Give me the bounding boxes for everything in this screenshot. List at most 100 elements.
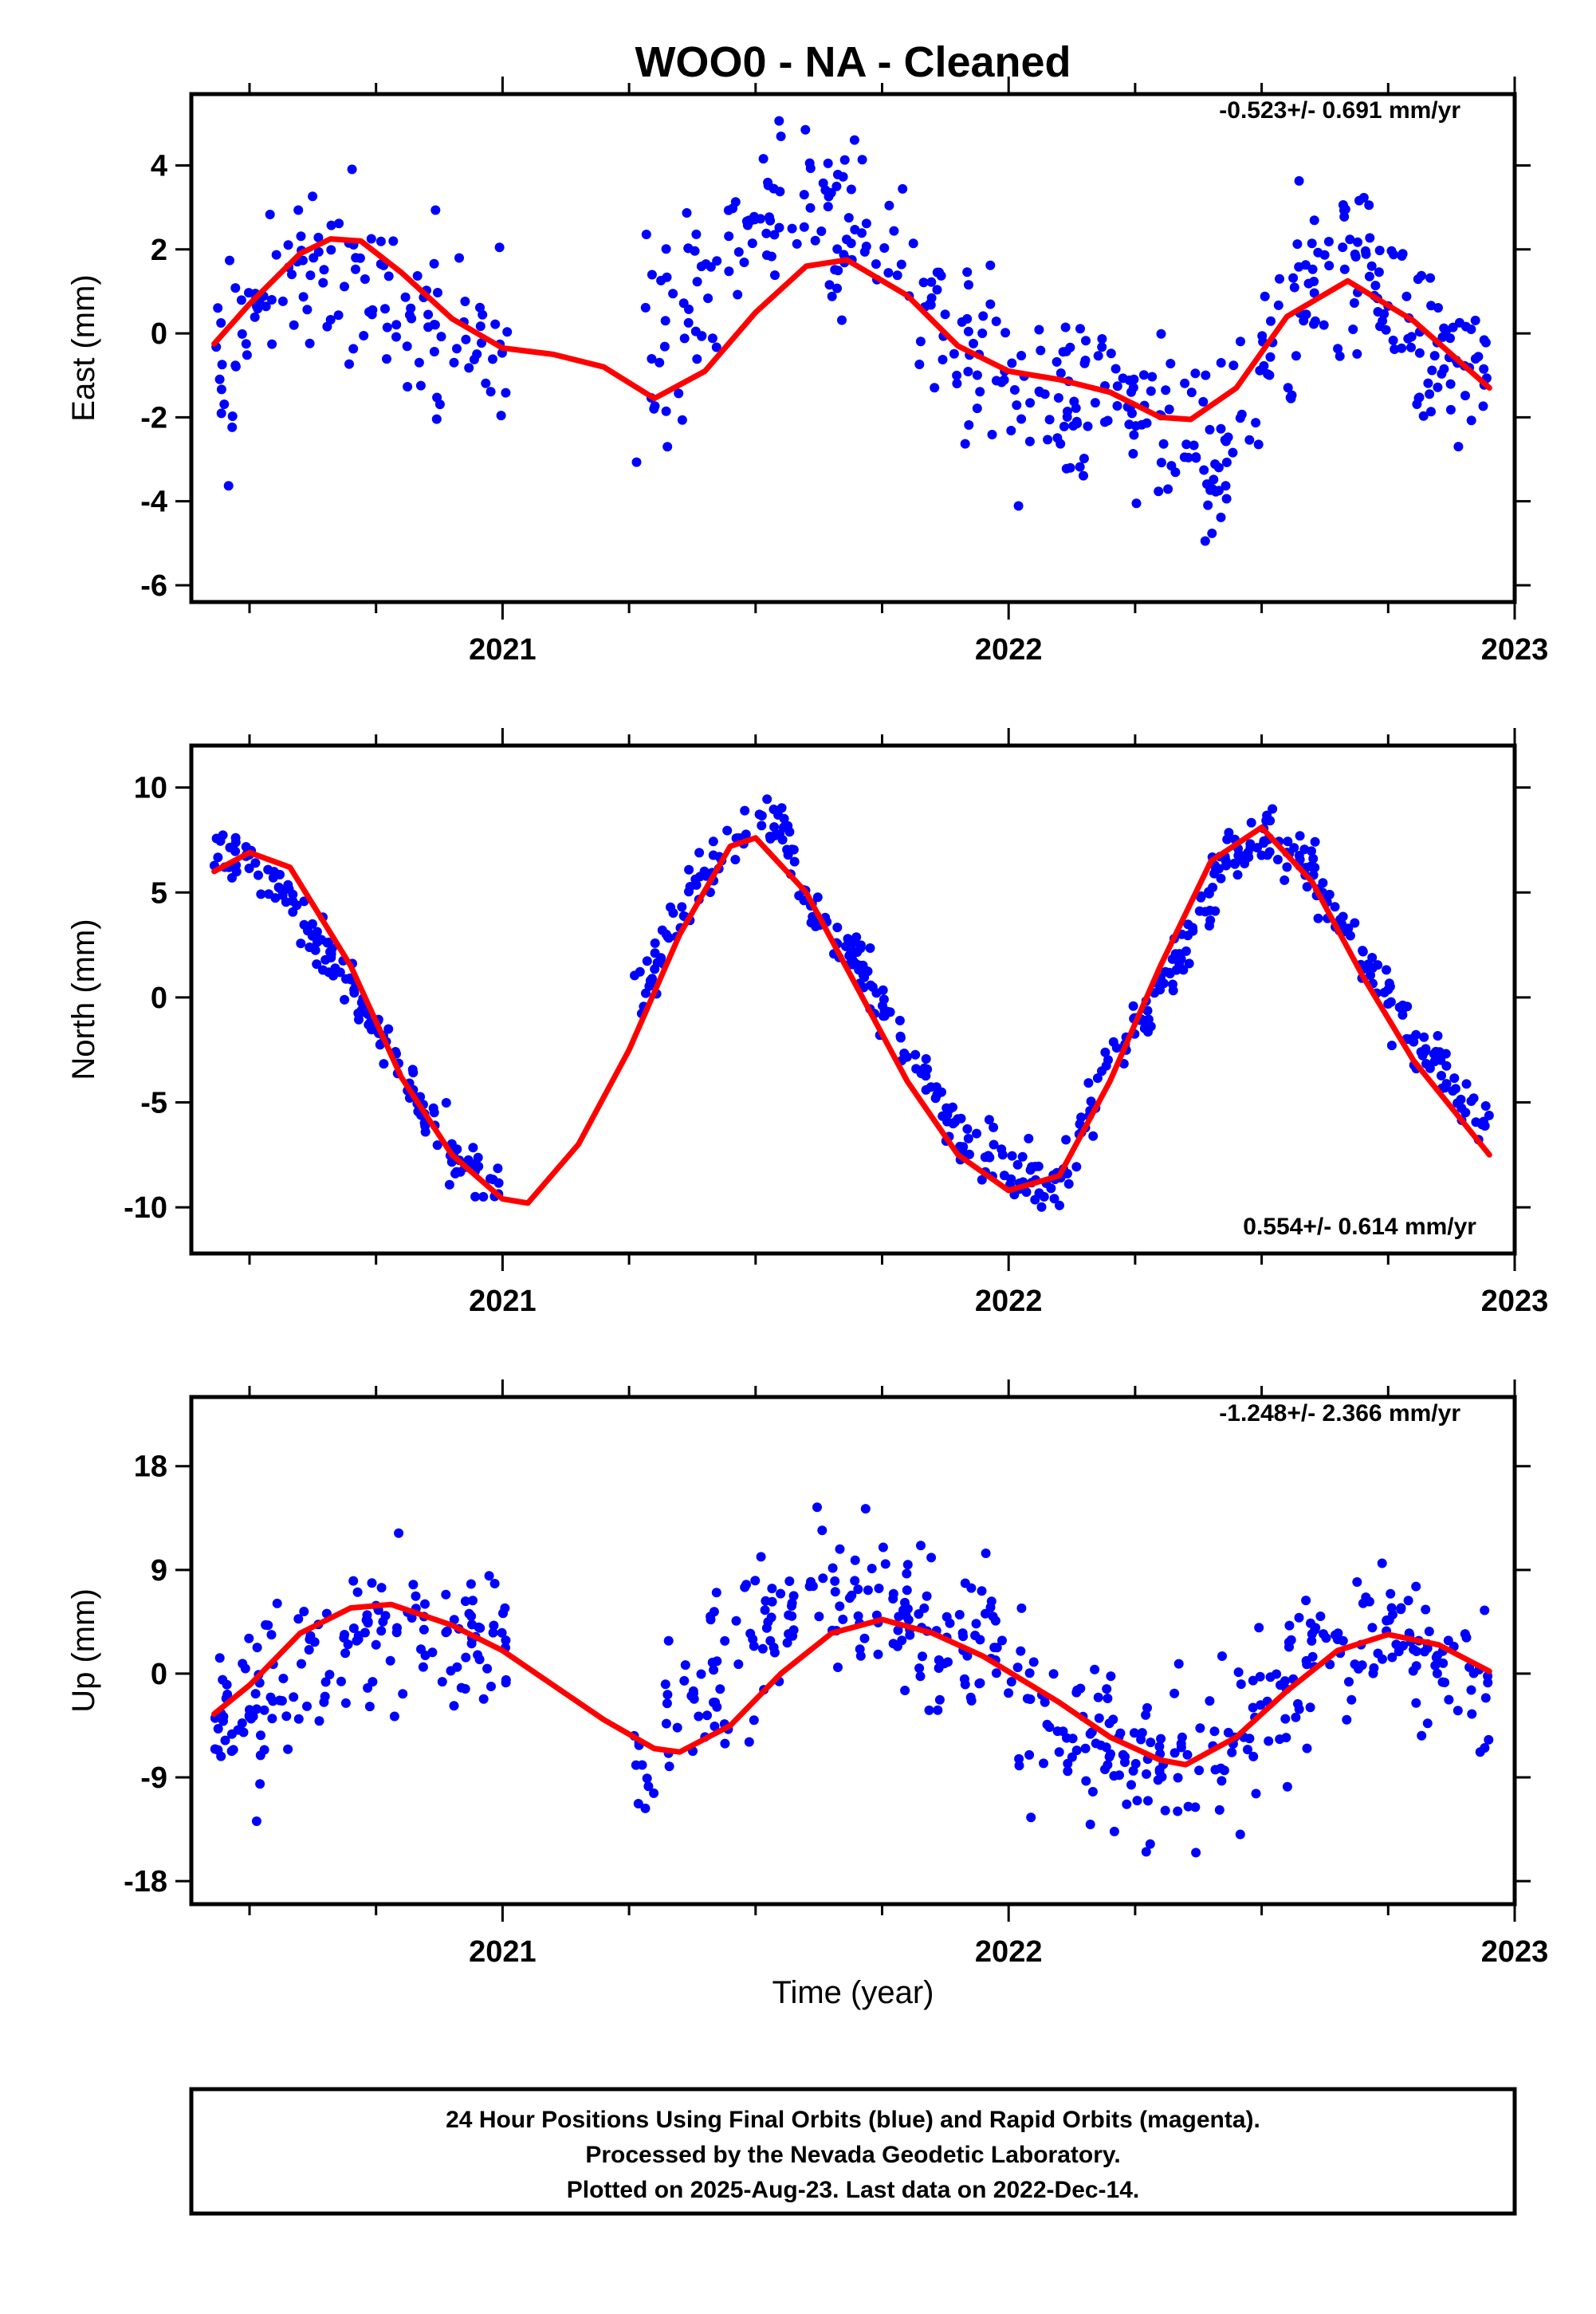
up-data-point xyxy=(1291,1712,1301,1722)
up-data-point xyxy=(1422,1718,1433,1729)
up-data-point xyxy=(256,1730,265,1741)
east-data-point xyxy=(400,292,411,302)
east-data-point xyxy=(388,236,399,246)
east-data-point xyxy=(1013,501,1024,511)
up-data-point xyxy=(1217,1651,1227,1661)
north-data-point xyxy=(1385,982,1395,992)
north-data-point xyxy=(1449,1073,1460,1084)
up-data-point xyxy=(1431,1652,1441,1663)
north-data-point xyxy=(312,959,322,970)
east-data-point xyxy=(655,357,665,368)
up-data-point xyxy=(501,1635,511,1646)
east-data-point xyxy=(830,265,840,275)
up-data-point xyxy=(818,1573,828,1584)
east-data-point xyxy=(850,225,860,234)
north-data-point xyxy=(694,848,705,858)
east-data-point xyxy=(837,315,847,325)
up-data-point xyxy=(765,1635,776,1646)
east-data-point xyxy=(391,320,402,330)
up-data-point xyxy=(784,1576,795,1586)
up-data-point xyxy=(218,1716,228,1726)
east-data-point xyxy=(763,180,773,191)
up-data-point xyxy=(902,1560,913,1570)
east-data-point xyxy=(647,270,657,280)
up-data-point xyxy=(760,1605,770,1615)
east-data-point xyxy=(430,320,440,330)
north-data-point xyxy=(1295,831,1305,841)
up-data-point xyxy=(850,1576,860,1586)
up-data-point xyxy=(709,1665,719,1675)
east-data-point xyxy=(1126,387,1136,397)
north-data-point xyxy=(455,1167,466,1177)
up-data-point xyxy=(259,1745,269,1755)
east-data-point xyxy=(1335,351,1345,361)
up-data-point xyxy=(474,1622,484,1632)
up-data-point xyxy=(1120,1757,1130,1767)
east-data-point xyxy=(1255,365,1265,376)
north-data-point xyxy=(328,970,338,981)
east-data-point xyxy=(799,222,809,232)
east-data-point xyxy=(1294,175,1304,186)
north-data-point xyxy=(1036,1202,1047,1212)
up-data-point xyxy=(1411,1581,1421,1592)
east-data-point xyxy=(1479,335,1489,345)
east-data-point xyxy=(481,378,491,388)
east-data-point xyxy=(1324,261,1335,271)
up-data-point xyxy=(712,1702,722,1712)
up-data-point xyxy=(919,1603,930,1613)
east-data-point xyxy=(684,304,694,314)
east-data-point xyxy=(1445,379,1456,389)
north-data-point xyxy=(1208,883,1218,892)
north-data-point xyxy=(948,1102,957,1112)
east-data-point xyxy=(432,392,442,403)
up-data-point xyxy=(958,1631,969,1642)
east-data-point xyxy=(1319,320,1329,330)
east-data-point xyxy=(1065,462,1075,473)
east-data-point xyxy=(985,299,996,309)
up-data-point xyxy=(392,1623,402,1633)
north-data-point xyxy=(288,907,298,917)
footer-line-1: 24 Hour Positions Using Final Orbits (bl… xyxy=(446,2107,1260,2133)
east-data-point xyxy=(368,305,378,315)
up-data-point xyxy=(757,1643,768,1654)
east-data-point xyxy=(800,124,811,135)
up-data-point xyxy=(672,1722,682,1733)
up-data-point xyxy=(1194,1765,1205,1776)
north-data-point xyxy=(1181,946,1191,956)
up-data-point xyxy=(934,1663,944,1673)
north-data-point xyxy=(313,935,324,945)
up-data-point xyxy=(385,1655,395,1666)
east-data-point xyxy=(333,310,344,321)
north-data-point xyxy=(1262,850,1272,860)
east-data-point xyxy=(1374,246,1385,256)
north-data-point xyxy=(630,970,639,981)
east-data-point xyxy=(747,238,757,249)
up-data-point xyxy=(1419,1647,1429,1657)
up-y-tick-label: 0 xyxy=(151,1658,167,1691)
north-data-point xyxy=(955,1141,965,1151)
up-data-point xyxy=(1432,1668,1442,1678)
footer-line-3: Plotted on 2025-Aug-23. Last data on 202… xyxy=(567,2177,1140,2203)
east-data-point xyxy=(477,338,486,348)
east-data-point xyxy=(496,411,506,421)
north-data-point xyxy=(244,864,254,873)
east-data-point xyxy=(1060,322,1071,333)
up-data-point xyxy=(1275,1734,1285,1745)
east-data-point xyxy=(452,344,462,354)
east-data-point xyxy=(952,370,962,380)
up-data-point xyxy=(1114,1770,1124,1781)
up-data-point xyxy=(478,1694,489,1704)
east-data-point xyxy=(1061,346,1071,356)
east-data-point xyxy=(1358,192,1369,203)
east-data-point xyxy=(313,246,324,257)
up-data-point xyxy=(922,1591,932,1601)
up-data-point xyxy=(364,1702,375,1712)
up-data-point xyxy=(1387,1652,1397,1663)
east-data-point xyxy=(230,283,241,293)
up-data-point xyxy=(707,1657,717,1667)
east-data-point xyxy=(1090,398,1100,408)
up-data-point xyxy=(640,1803,651,1813)
up-data-point xyxy=(1141,1847,1151,1857)
east-data-point xyxy=(415,380,426,391)
east-data-point xyxy=(889,226,899,236)
